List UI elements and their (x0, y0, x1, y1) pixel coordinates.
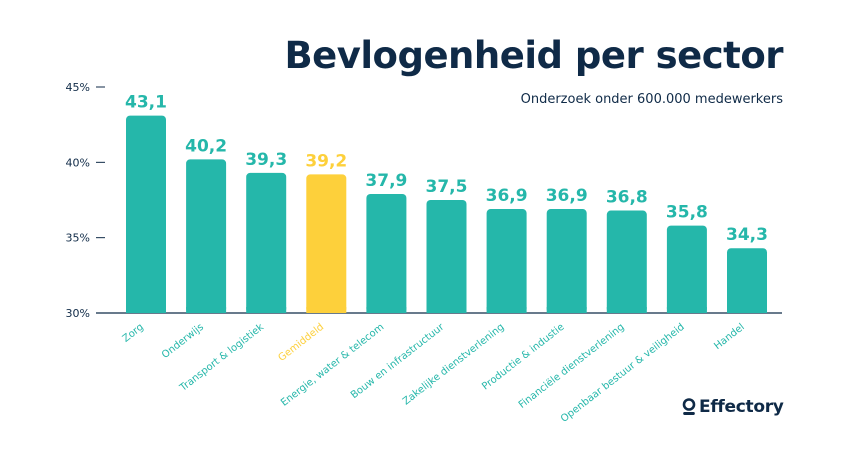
bar-base (126, 307, 166, 313)
x-tick-label: Zakelijke dienstverlening (401, 322, 507, 408)
x-tick-label: Handel (712, 322, 747, 352)
x-tick-label: Financiële dienstverlening (517, 322, 627, 411)
x-tick-label: Energie, water & telecom (279, 322, 386, 409)
data-label: 36,8 (606, 188, 648, 208)
y-tick-label: 40% (66, 156, 90, 169)
bar-base (546, 307, 587, 313)
bar-base (186, 307, 227, 313)
bar (366, 193, 407, 313)
bar-base (606, 307, 647, 313)
data-label: 43,1 (125, 93, 167, 113)
bar-base (486, 307, 527, 313)
bar (186, 159, 227, 313)
y-tick-label: 45% (66, 81, 90, 94)
bar (426, 200, 467, 313)
bar (727, 248, 767, 313)
y-tick-label: 35% (66, 232, 90, 245)
bar-base (306, 307, 347, 313)
chart-subtitle: Onderzoek onder 600.000 medewerkers (520, 92, 783, 107)
bar (486, 209, 527, 313)
effectory-logo: Effectory (682, 397, 784, 417)
bar (666, 225, 707, 313)
bar (546, 209, 587, 313)
data-label: 36,9 (546, 186, 588, 206)
bar-base (246, 307, 287, 313)
location-pin-icon (682, 398, 696, 415)
data-label: 39,3 (245, 150, 287, 170)
data-label: 34,3 (726, 225, 768, 245)
bar (246, 172, 287, 313)
x-tick-label: Gemiddeld (277, 322, 327, 364)
logo-text: Effectory (699, 397, 784, 417)
x-tick-label: Onderwijs (160, 322, 206, 361)
data-label: 39,2 (305, 151, 347, 171)
data-label: 36,9 (486, 186, 528, 206)
x-tick-label: Openbaar bestuur & veiligheid (559, 322, 687, 425)
bar-base (727, 307, 767, 313)
chart-title: Bevlogenheid per sector (284, 34, 783, 77)
bar-base (666, 307, 707, 313)
data-label: 40,2 (185, 136, 227, 156)
bar-base (366, 307, 407, 313)
bar (606, 210, 647, 313)
bar-base (426, 307, 467, 313)
bar (306, 174, 347, 313)
y-tick-label: 30% (66, 307, 90, 320)
data-label: 35,8 (666, 203, 708, 223)
x-tick-label: Zorg (121, 322, 146, 345)
data-label: 37,5 (426, 177, 468, 197)
bar (126, 115, 166, 313)
data-label: 37,9 (365, 171, 407, 191)
